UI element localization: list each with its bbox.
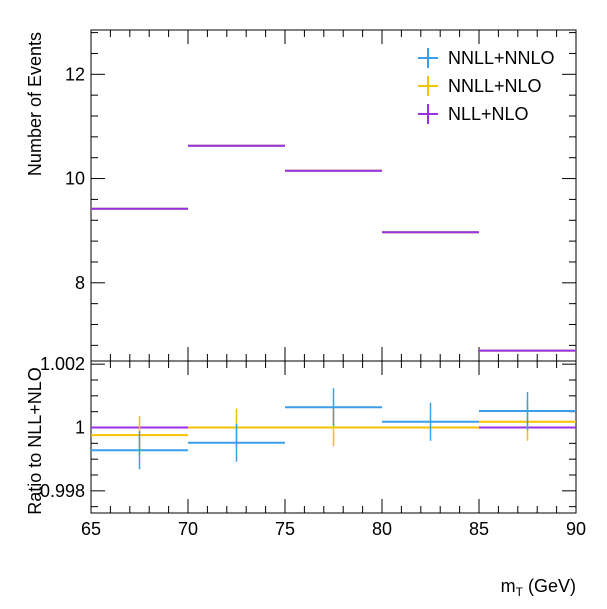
- legend-label: NNLL+NNLO: [448, 48, 555, 68]
- ratio-panel: 65 70 75 80 85 90 0.998 1 1.002: [40, 354, 586, 539]
- x-axis-label-subscript: T: [516, 585, 524, 599]
- main-y-tick-label: 8: [75, 273, 85, 293]
- x-tick-label: 70: [178, 519, 198, 539]
- x-tick-label: 85: [469, 519, 489, 539]
- ratio-y-axis-label: Ratio to NLL+NLO: [25, 367, 45, 515]
- legend-label: NNLL+NLO: [448, 76, 542, 96]
- x-tick-label: 75: [275, 519, 295, 539]
- ratio-y-tick-label: 1.002: [40, 354, 85, 374]
- ratio-frame: [90, 360, 577, 514]
- x-axis-label-symbol: m: [501, 576, 516, 596]
- main-y-tick-label: 12: [65, 64, 85, 84]
- main-y-tick-label: 10: [65, 169, 85, 189]
- ratio-y-tick-label: 0.998: [40, 481, 85, 501]
- main-y-axis-label: Number of Events: [25, 32, 45, 176]
- ratio-y-tick-label: 1: [75, 418, 85, 438]
- x-tick-label: 80: [372, 519, 392, 539]
- legend: NNLL+NNLO NNLL+NLO NLL+NLO: [418, 48, 555, 124]
- x-axis-label: mT (GeV): [501, 576, 576, 599]
- legend-label: NLL+NLO: [448, 104, 529, 124]
- x-tick-label: 65: [81, 519, 101, 539]
- x-axis-label-unit: (GeV): [523, 576, 576, 596]
- x-tick-label: 90: [566, 519, 586, 539]
